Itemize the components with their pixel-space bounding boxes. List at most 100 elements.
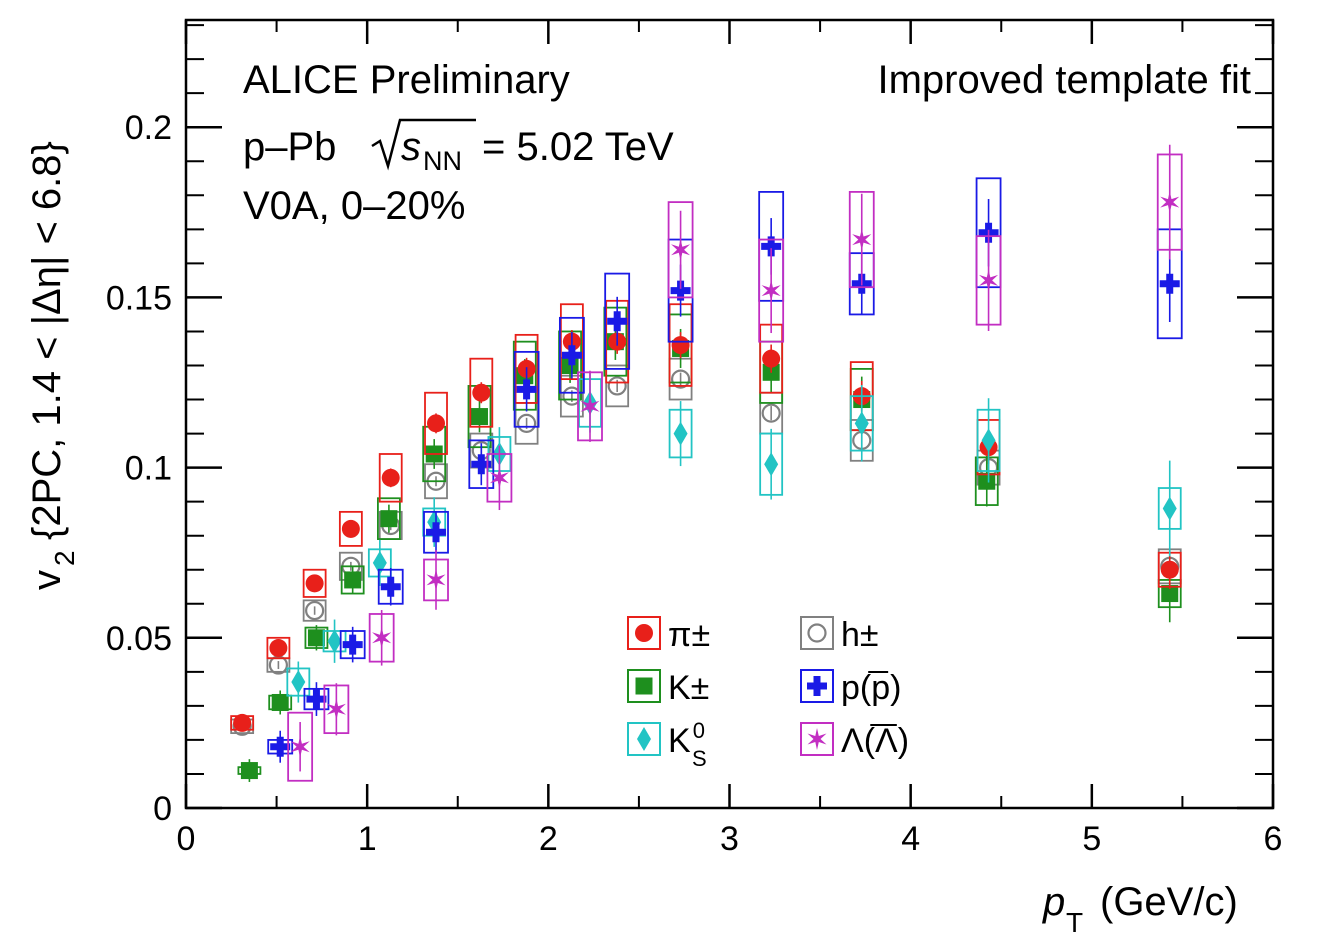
sys-error-box <box>559 303 584 381</box>
legend-label: h± <box>841 616 879 654</box>
sys-error-box <box>758 238 785 343</box>
annotation-energy: = 5.02 TeV <box>482 125 674 169</box>
legend-marker <box>807 728 827 750</box>
sys-error-box <box>266 636 291 660</box>
annotation-system-prefix: p–Pb <box>243 125 336 169</box>
annotation-system: p–Pb s NN = 5.02 TeV <box>243 118 674 176</box>
data-point <box>372 626 392 649</box>
legend-box <box>627 616 661 650</box>
sys-error-box <box>468 439 495 489</box>
data-point <box>291 670 306 695</box>
data-point <box>489 466 509 489</box>
data-point <box>305 574 324 593</box>
data-point <box>381 468 400 487</box>
legend-box <box>800 616 834 650</box>
y-tick-label: 0.2 <box>125 109 172 147</box>
data-point <box>269 639 288 658</box>
plot-marks <box>230 144 1183 782</box>
sys-error-box <box>605 364 630 408</box>
x-tick-label: 1 <box>358 820 377 858</box>
legend-label: Λ(Λ) <box>841 722 909 760</box>
sys-error-box <box>338 510 363 547</box>
data-point <box>979 269 999 292</box>
legend-marker <box>807 623 827 643</box>
legend-box <box>800 669 834 703</box>
sqrt-sign <box>371 118 476 171</box>
sys-error-box <box>287 711 314 782</box>
data-point <box>761 403 781 423</box>
data-point <box>344 571 362 589</box>
data-point <box>1160 191 1180 214</box>
data-point <box>306 689 327 710</box>
legend-marker <box>635 624 653 642</box>
data-point <box>516 413 537 433</box>
sys-error-box <box>667 201 694 299</box>
data-point <box>233 713 252 732</box>
sys-error-box <box>848 190 875 289</box>
annotation-s: s <box>401 125 421 169</box>
data-point <box>471 454 492 475</box>
data-point <box>1159 273 1180 294</box>
x-axis-title-sub: T <box>1066 907 1083 938</box>
legend-box <box>627 669 661 703</box>
sys-error-box <box>378 453 403 503</box>
data-point <box>427 414 446 433</box>
legend-entry: h± <box>800 616 879 654</box>
data-point <box>981 428 996 453</box>
y-tick-label: 0 <box>153 790 172 828</box>
annotation-method: Improved template fit <box>878 58 1252 102</box>
data-point <box>671 336 690 355</box>
series-cross <box>267 177 1183 763</box>
sys-error-box <box>377 497 401 540</box>
annotation-centrality: V0A, 0–20% <box>243 184 465 228</box>
legend-marker <box>807 676 827 696</box>
data-point <box>670 280 691 301</box>
data-point <box>426 568 446 591</box>
data-point <box>307 629 325 647</box>
sys-error-box <box>469 357 494 428</box>
y-tick-label: 0.15 <box>106 279 172 317</box>
y-axis-title-symbol: v <box>25 570 69 590</box>
legend-label: K0 S <box>668 718 707 771</box>
data-point <box>670 369 691 389</box>
x-axis-title-symbol: p <box>1042 880 1065 924</box>
legend-label: K± <box>668 669 709 707</box>
sys-error-box <box>302 599 327 622</box>
sys-error-box <box>424 391 448 455</box>
data-point <box>607 311 628 332</box>
data-point <box>516 379 537 400</box>
legend-entry: p(p) <box>800 669 901 707</box>
data-point <box>1161 585 1179 603</box>
legend-entry: K0 S <box>627 718 707 771</box>
y-axis-title-sub: 2 <box>49 550 80 566</box>
data-point <box>426 522 447 543</box>
data-point <box>1160 560 1179 579</box>
data-point <box>270 736 291 757</box>
data-point <box>854 411 869 436</box>
data-point <box>470 408 488 426</box>
data-point <box>380 576 401 597</box>
data-point <box>240 762 258 780</box>
y-axis-title-text: {2PC, 1.4 < |Δη| < 6.8} <box>25 141 69 540</box>
x-tick-label: 2 <box>539 820 558 858</box>
data-point <box>372 550 387 575</box>
data-point <box>271 693 289 711</box>
x-tick-label: 4 <box>901 820 920 858</box>
sys-error-box <box>513 350 540 428</box>
series-diamond <box>286 373 1182 703</box>
data-point <box>761 279 781 302</box>
legend-label: p(p) <box>841 669 901 707</box>
data-point <box>671 238 691 261</box>
data-point <box>761 236 782 257</box>
data-point <box>762 349 781 368</box>
data-point <box>580 395 600 418</box>
data-point <box>342 634 363 655</box>
x-axis-title: p T (GeV/c) <box>1042 880 1238 938</box>
data-point <box>341 519 360 538</box>
x-axis-title-unit: (GeV/c) <box>1100 880 1238 924</box>
series-circle <box>230 299 1182 732</box>
y-axis-title: v 2 {2PC, 1.4 < |Δη| < 6.8} <box>25 141 80 590</box>
data-point <box>305 600 325 621</box>
sys-error-box <box>604 272 631 370</box>
